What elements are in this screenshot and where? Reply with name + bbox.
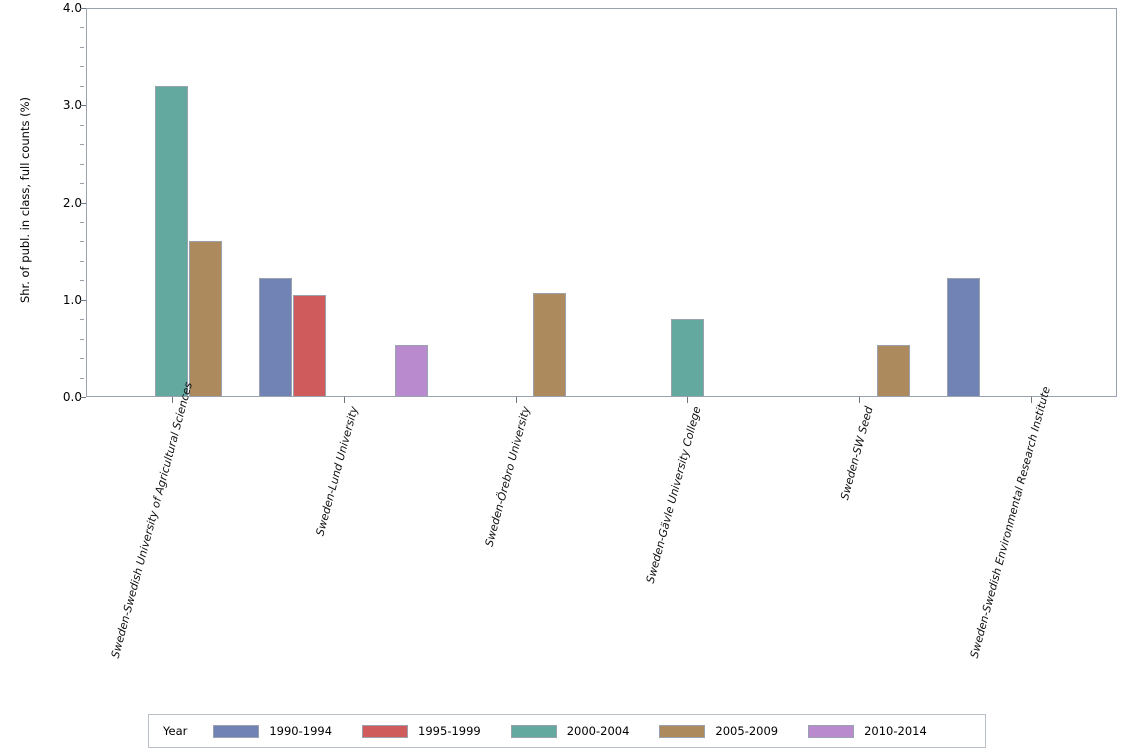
bar-series-layer	[86, 8, 1117, 397]
y-tick-minor	[80, 241, 84, 243]
bar[interactable]	[155, 85, 189, 397]
x-tick-mark	[1031, 397, 1033, 403]
legend-color-swatch	[362, 724, 409, 738]
legend-item-label: 2005-2009	[715, 724, 779, 738]
legend-color-swatch	[510, 724, 557, 738]
y-tick-label: 4.0	[62, 1, 82, 15]
y-tick-minor	[80, 163, 84, 165]
bar[interactable]	[670, 319, 704, 397]
x-tick-mark	[687, 397, 689, 403]
legend-color-swatch	[808, 724, 855, 738]
x-tick-mark	[515, 397, 517, 403]
legend-items: 1990-1994 1995-1999 2000-2004 2005-2009 2010…	[213, 724, 956, 738]
x-axis-category-label: Sweden-Swedish Environmental Research In…	[967, 385, 1053, 660]
y-tick-label: 3.0	[62, 98, 82, 113]
x-axis-category-label: Sweden-Gävle University College	[644, 405, 704, 585]
y-tick-minor	[80, 144, 84, 146]
x-tick-mark	[171, 397, 173, 403]
bar[interactable]	[395, 344, 429, 397]
plot-area	[86, 8, 1117, 397]
x-tick-mark	[343, 397, 345, 403]
y-tick-mark	[80, 299, 86, 301]
bar[interactable]	[876, 345, 910, 397]
bar[interactable]	[259, 278, 293, 397]
legend-title: Year	[163, 724, 188, 738]
bar[interactable]	[189, 241, 223, 397]
y-tick-minor	[80, 183, 84, 185]
x-tick-mark	[859, 397, 861, 403]
y-tick-minor	[80, 358, 84, 360]
legend-color-swatch	[659, 724, 706, 738]
bar[interactable]	[293, 294, 327, 397]
y-tick-label: 0.0	[62, 390, 82, 404]
legend-item[interactable]: 2010-2014	[808, 724, 927, 738]
y-axis-label: Shr. of publ. in class, full counts (%)	[18, 96, 32, 304]
y-tick-minor	[80, 280, 84, 282]
y-tick-minor	[80, 338, 84, 340]
bar[interactable]	[946, 278, 980, 397]
x-axis-category-label: Sweden-SW Seed	[838, 405, 876, 502]
x-axis-category-label: Sweden-Swedish University of Agricultura…	[108, 380, 195, 660]
legend-color-swatch	[213, 724, 260, 738]
legend-item-label: 2000-2004	[566, 724, 630, 738]
y-tick-mark	[80, 397, 86, 398]
bar[interactable]	[533, 292, 567, 397]
y-tick-mark	[80, 202, 86, 204]
y-tick-minor	[80, 221, 84, 223]
legend-item-label: 1990-1994	[269, 724, 333, 738]
legend: Year 1990-1994 1995-1999 2000-2004 2005-200…	[148, 714, 986, 748]
y-tick-mark	[80, 8, 86, 9]
y-tick-minor	[80, 124, 84, 126]
legend-item[interactable]: 1995-1999	[362, 724, 481, 738]
y-tick-minor	[80, 260, 84, 262]
y-tick-label: 2.0	[62, 195, 82, 210]
y-tick-minor	[80, 27, 84, 29]
y-tick-minor	[80, 85, 84, 87]
y-tick-minor	[80, 46, 84, 48]
legend-item[interactable]: 2005-2009	[659, 724, 778, 738]
x-axis-category-label: Sweden-Örebro University	[482, 405, 533, 549]
legend-item[interactable]: 1990-1994	[213, 724, 332, 738]
legend-item-label: 1995-1999	[418, 724, 481, 738]
y-tick-minor	[80, 66, 84, 68]
y-tick-minor	[80, 377, 84, 379]
x-axis-category-label: Sweden-Lund University	[313, 405, 361, 538]
legend-item-label: 2010-2014	[864, 724, 927, 738]
y-tick-label: 1.0	[62, 292, 82, 307]
legend-item[interactable]: 2000-2004	[510, 724, 630, 738]
y-tick-minor	[80, 319, 84, 321]
y-tick-mark	[80, 105, 86, 107]
